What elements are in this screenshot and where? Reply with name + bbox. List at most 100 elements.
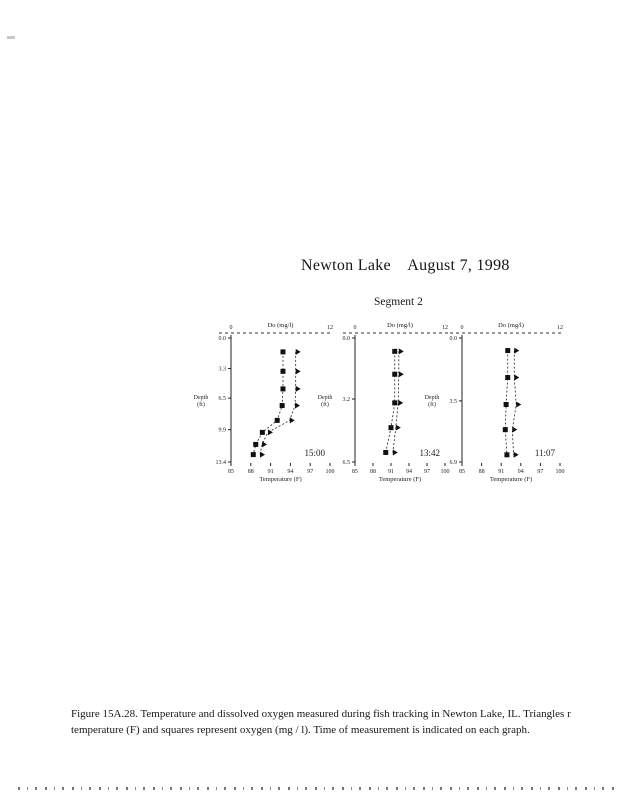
temperature-tick-label: 88 [248,469,254,475]
temperature-tick-label: 88 [479,469,485,475]
time-label: 11:07 [535,448,556,458]
scan-edge-noise [18,787,616,790]
square-marker-icon [388,425,394,431]
profile-chart-2: Do (mg/l) 0 12 0.0 3.2 6.5 Depth (ft) 85 88 91 94 97… [318,322,450,483]
temperature-tick-label: 85 [228,469,234,475]
oxygen-series [383,348,398,455]
triangle-marker-icon [512,426,518,433]
depth-tick-label: 13.4 [216,460,227,466]
temperature-tick-label: 97 [307,469,313,475]
scan-speck [7,36,15,39]
temperature-tick-label: 100 [441,469,450,475]
do-tick-label: 0 [354,325,357,331]
square-marker-icon [280,368,286,374]
triangle-marker-icon [513,451,519,458]
temperature-tick-label: 97 [537,469,543,475]
triangle-marker-icon [398,348,404,355]
triangle-marker-icon [262,441,268,448]
temperature-tick-label: 97 [424,469,430,475]
time-label: 13:42 [419,448,440,458]
temperature-tick-label: 94 [287,469,293,475]
depth-axis-label: Depth (ft) [318,395,333,408]
temperature-tick-label: 85 [459,469,465,475]
triangle-marker-icon [514,374,520,381]
triangle-marker-icon [398,399,404,406]
square-marker-icon [392,348,398,354]
triangle-marker-icon [295,385,301,392]
depth-tick-label: 3.5 [450,399,458,405]
temperature-series [259,348,301,458]
do-tick-label: 0 [461,325,464,331]
triangle-marker-icon [295,402,301,409]
square-marker-icon [505,375,511,381]
do-axis-label: Do (mg/l) [498,322,524,329]
depth-tick-label: 6.5 [219,396,227,402]
depth-tick-label: 6.9 [450,460,458,466]
do-axis-label: Do (mg/l) [387,322,413,329]
square-marker-icon [259,429,265,435]
depth-tick-label: 3.2 [343,397,351,403]
square-marker-icon [504,452,510,458]
triangle-marker-icon [392,449,398,456]
triangle-marker-icon [289,417,295,424]
temperature-tick-label: 91 [388,469,394,475]
temperature-tick-label: 100 [556,469,565,475]
square-marker-icon [250,452,256,458]
depth-axis-label: Depth (ft) [425,395,440,408]
figure-caption: Figure 15A.28. Temperature and dissolved… [71,706,618,738]
depth-tick-label: 9.9 [219,428,227,434]
temperature-tick-label: 88 [370,469,376,475]
depth-tick-label: 0.0 [450,336,458,342]
square-marker-icon [383,449,389,455]
temperature-axis-label: Temperature (F) [379,476,421,483]
triangle-marker-icon [395,424,401,431]
triangle-marker-icon [295,368,301,375]
square-marker-icon [280,349,286,355]
square-marker-icon [280,386,286,392]
triangle-marker-icon [295,348,301,355]
depth-tick-label: 0.0 [343,336,351,342]
square-marker-icon [503,401,509,407]
temperature-axis-label: Temperature (F) [490,476,532,483]
do-axis-label: Do (mg/l) [268,322,294,329]
temperature-series [511,347,522,458]
temperature-tick-label: 91 [268,469,274,475]
oxygen-series [502,348,511,458]
depth-tick-label: 0.0 [219,336,227,342]
temperature-tick-label: 94 [518,469,524,475]
square-marker-icon [502,427,508,433]
depth-tick-label: 6.5 [343,460,351,466]
do-tick-label: 0 [230,325,233,331]
triangle-marker-icon [514,347,520,354]
temperature-tick-label: 91 [498,469,504,475]
caption-line-2: temperature (F) and squares represent ox… [71,724,530,736]
figure-title: Newton Lake August 7, 1998 [301,257,510,274]
temperature-tick-label: 94 [406,469,412,475]
depth-tick-label: 3.3 [219,367,227,373]
temperature-series [392,348,404,456]
square-marker-icon [274,417,280,423]
do-tick-label: 12 [442,325,448,331]
profile-chart-1: Do (mg/l) 0 12 0.0 3.3 6.5 9.9 13.4 Depth (ft) 85 8… [194,322,335,483]
square-marker-icon [505,348,511,354]
time-label: 15:00 [304,448,325,458]
temperature-tick-label: 85 [352,469,358,475]
triangle-marker-icon [267,429,273,436]
square-marker-icon [279,403,285,409]
square-marker-icon [392,371,398,377]
oxygen-series [250,349,286,458]
caption-line-1: Figure 15A.28. Temperature and dissolved… [71,708,571,720]
segment-label: Segment 2 [374,296,423,308]
depth-axis-label: Depth (ft) [194,395,209,408]
triangle-marker-icon [516,401,522,408]
triangle-marker-icon [260,451,266,458]
triangle-marker-icon [398,371,404,378]
do-tick-label: 12 [327,325,333,331]
do-tick-label: 12 [557,325,563,331]
temperature-tick-label: 100 [326,469,335,475]
temperature-axis-label: Temperature (F) [259,476,301,483]
square-marker-icon [253,441,259,447]
square-marker-icon [392,400,398,406]
